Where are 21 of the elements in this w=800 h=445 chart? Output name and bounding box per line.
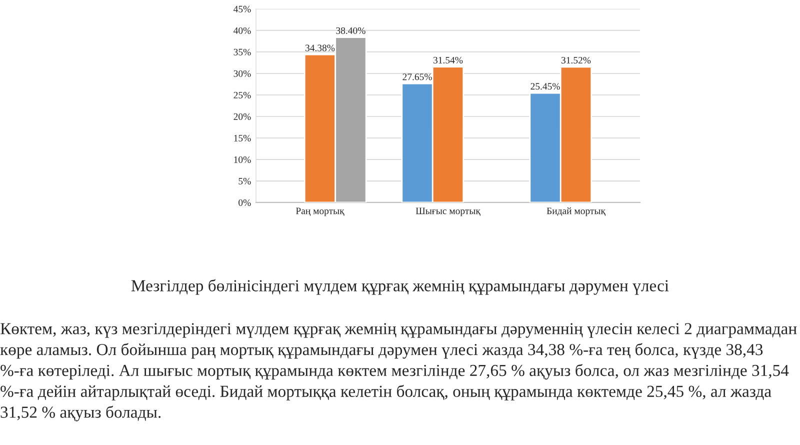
text: Мезгілдер бөлінісіндегі мүлдем құрғақ жемнің құрамындағы дәрумен үлесі bbox=[131, 279, 669, 295]
y-tick-label: 35% bbox=[234, 48, 251, 56]
y-tick-label: 30% bbox=[234, 70, 251, 77]
x-tick-label: Бидай мортық bbox=[546, 207, 606, 216]
y-tick-label: 25% bbox=[234, 92, 251, 98]
data-label: 34.38% bbox=[305, 44, 335, 52]
y-tick-label: 40% bbox=[234, 27, 251, 34]
x-tick-label: Раң мортық bbox=[296, 208, 344, 216]
data-label: 27.65% bbox=[402, 74, 432, 80]
data-label: 31.54% bbox=[433, 56, 463, 64]
y-tick-label: 0% bbox=[238, 199, 251, 206]
data-label: 25.45% bbox=[530, 83, 560, 90]
y-tick-label: 15% bbox=[234, 134, 251, 142]
y-tick-label: 20% bbox=[234, 113, 251, 120]
text: Көктем, жаз, күз мезгілдеріндегі мүлдем құрғақ жемнің құрамындағы дәруменнің үлесін келесі 2 диаграммадан көре аламыз. Ол бойынша раң мортық құрамындағы дәрумен үлесі жазда 34,38 %-ға тең болса, күзде 38,43 %-ға көтеріледі. Ал шығыс мортық құрамында көктем мезгілінде 27,65 % ақуыз болса, ол жаз мезгілінде 31,54 %-ға дейін айтарлықтай өседі. Бидай мортыққа келетін болсақ, оның құрамында көктемде 25,45 %, ал жазда 31,52 % ақуыз болады. bbox=[0, 323, 797, 422]
x-tick-label: Шығыс мортық bbox=[416, 208, 480, 216]
y-tick-label: 10% bbox=[234, 156, 251, 163]
y-tick-label: 45% bbox=[234, 6, 251, 12]
data-label: 38.40% bbox=[336, 27, 366, 34]
data-label: 31.52% bbox=[561, 56, 591, 64]
y-tick-label: 5% bbox=[238, 178, 251, 184]
